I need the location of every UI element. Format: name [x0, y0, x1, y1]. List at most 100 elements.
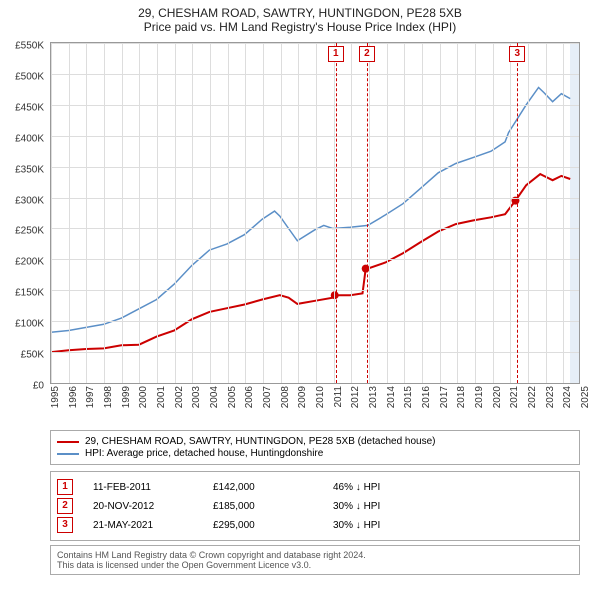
- x-axis-tick-label: 2024: [562, 386, 573, 408]
- grid-line-h: [51, 321, 579, 322]
- legend-item: 29, CHESHAM ROAD, SAWTRY, HUNTINGDON, PE…: [57, 436, 573, 447]
- grid-line-v: [210, 43, 211, 383]
- footer-attribution: Contains HM Land Registry data © Crown c…: [50, 545, 580, 575]
- legend-swatch: [57, 453, 79, 455]
- event-marker-box: 1: [328, 46, 344, 62]
- y-axis-tick-label: £50K: [21, 350, 44, 361]
- event-diff: 46% ↓ HPI: [333, 482, 453, 493]
- x-axis-tick-label: 1997: [85, 386, 96, 408]
- x-axis-tick-label: 2023: [545, 386, 556, 408]
- x-axis-tick-label: 2025: [580, 386, 591, 408]
- grid-line-v: [475, 43, 476, 383]
- x-axis-tick-label: 2001: [156, 386, 167, 408]
- x-axis-tick-label: 1998: [103, 386, 114, 408]
- x-axis-tick-label: 2000: [138, 386, 149, 408]
- grid-line-v: [457, 43, 458, 383]
- grid-line-h: [51, 352, 579, 353]
- grid-line-v: [69, 43, 70, 383]
- y-axis-tick-label: £500K: [15, 71, 44, 82]
- chart-svg: [51, 43, 579, 383]
- chart-title-area: 29, CHESHAM ROAD, SAWTRY, HUNTINGDON, PE…: [0, 0, 600, 34]
- grid-line-h: [51, 74, 579, 75]
- event-number-box: 2: [57, 498, 73, 514]
- grid-line-v: [493, 43, 494, 383]
- grid-line-v: [104, 43, 105, 383]
- x-axis-tick-label: 2006: [244, 386, 255, 408]
- grid-line-v: [122, 43, 123, 383]
- x-axis-tick-label: 1999: [121, 386, 132, 408]
- x-axis-tick-label: 2022: [527, 386, 538, 408]
- grid-line-v: [440, 43, 441, 383]
- x-axis-tick-label: 2009: [297, 386, 308, 408]
- event-price: £295,000: [213, 520, 313, 531]
- series-marker: [331, 291, 339, 299]
- x-axis-tick-label: 2011: [333, 386, 344, 408]
- event-number-box: 3: [57, 517, 73, 533]
- event-date: 11-FEB-2011: [93, 482, 193, 493]
- event-row: 1 11-FEB-2011 £142,000 46% ↓ HPI: [57, 479, 573, 495]
- grid-line-h: [51, 198, 579, 199]
- legend: 29, CHESHAM ROAD, SAWTRY, HUNTINGDON, PE…: [50, 430, 580, 465]
- grid-line-v: [351, 43, 352, 383]
- event-number-box: 1: [57, 479, 73, 495]
- x-axis-tick-label: 2016: [421, 386, 432, 408]
- event-diff: 30% ↓ HPI: [333, 520, 453, 531]
- grid-line-v: [157, 43, 158, 383]
- x-axis-tick-label: 2007: [262, 386, 273, 408]
- x-axis-tick-label: 2003: [191, 386, 202, 408]
- grid-line-v: [192, 43, 193, 383]
- grid-line-h: [51, 105, 579, 106]
- x-axis-tick-label: 2020: [492, 386, 503, 408]
- event-line: [336, 43, 337, 383]
- footer-line1: Contains HM Land Registry data © Crown c…: [57, 550, 573, 560]
- y-axis-tick-label: £450K: [15, 102, 44, 113]
- y-axis-tick-label: £200K: [15, 257, 44, 268]
- grid-line-h: [51, 259, 579, 260]
- y-axis-tick-label: £550K: [15, 41, 44, 52]
- event-price: £185,000: [213, 501, 313, 512]
- event-price: £142,000: [213, 482, 313, 493]
- x-axis-tick-label: 2017: [439, 386, 450, 408]
- x-axis-tick-label: 2002: [174, 386, 185, 408]
- grid-line-v: [334, 43, 335, 383]
- grid-line-v: [263, 43, 264, 383]
- event-diff: 30% ↓ HPI: [333, 501, 453, 512]
- grid-line-v: [422, 43, 423, 383]
- grid-line-v: [316, 43, 317, 383]
- x-axis-tick-label: 2015: [403, 386, 414, 408]
- x-axis-tick-label: 2018: [456, 386, 467, 408]
- grid-line-h: [51, 43, 579, 44]
- y-axis-tick-label: £400K: [15, 133, 44, 144]
- grid-line-v: [510, 43, 511, 383]
- grid-line-h: [51, 167, 579, 168]
- grid-line-v: [528, 43, 529, 383]
- x-axis-tick-label: 2008: [280, 386, 291, 408]
- y-axis-tick-label: £350K: [15, 164, 44, 175]
- y-axis-tick-label: £100K: [15, 319, 44, 330]
- grid-line-h: [51, 290, 579, 291]
- grid-line-v: [51, 43, 52, 383]
- x-axis-tick-label: 2010: [315, 386, 326, 408]
- grid-line-v: [139, 43, 140, 383]
- grid-line-v: [175, 43, 176, 383]
- x-axis-tick-label: 2012: [350, 386, 361, 408]
- legend-label: 29, CHESHAM ROAD, SAWTRY, HUNTINGDON, PE…: [85, 436, 436, 447]
- x-axis-tick-label: 2004: [209, 386, 220, 408]
- x-axis-tick-label: 2005: [227, 386, 238, 408]
- chart-title-line2: Price paid vs. HM Land Registry's House …: [0, 20, 600, 34]
- grid-line-v: [404, 43, 405, 383]
- grid-line-v: [387, 43, 388, 383]
- event-marker-box: 2: [359, 46, 375, 62]
- grid-line-v: [86, 43, 87, 383]
- event-row: 321-MAY-2021£295,00030% ↓ HPI: [57, 517, 573, 533]
- events-table: 111-FEB-2011£142,00046% ↓ HPI220-NOV-201…: [50, 471, 580, 541]
- grid-line-v: [546, 43, 547, 383]
- x-axis-tick-label: 1995: [50, 386, 61, 408]
- y-axis-tick-label: £250K: [15, 226, 44, 237]
- y-axis-labels: £0£50K£100K£150K£200K£250K£300K£350K£400…: [0, 46, 46, 386]
- grid-line-v: [298, 43, 299, 383]
- y-axis-tick-label: £0: [33, 381, 44, 392]
- y-axis-tick-label: £300K: [15, 195, 44, 206]
- grid-line-h: [51, 136, 579, 137]
- event-line: [517, 43, 518, 383]
